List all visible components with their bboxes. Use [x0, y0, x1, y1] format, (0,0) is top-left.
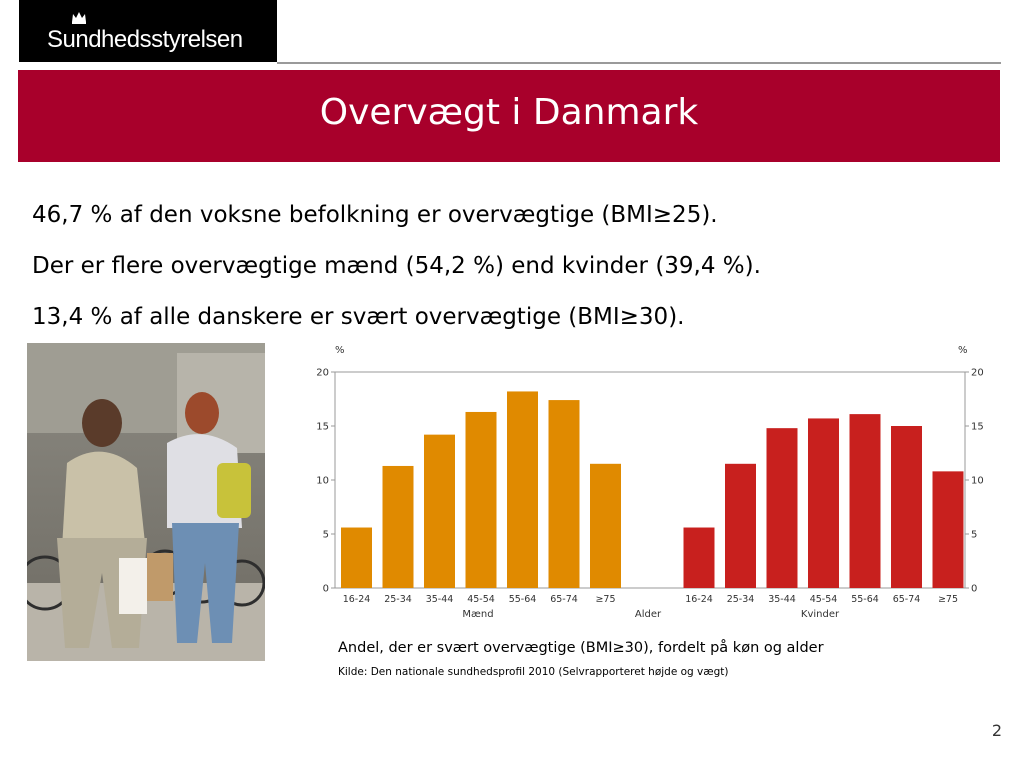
x-tick-label: 45-54 [467, 594, 495, 605]
page-title: Overvægt i Danmark [319, 92, 699, 133]
bar-maend [341, 527, 372, 588]
x-tick-label: 16-24 [343, 594, 371, 605]
bar-kvinder [766, 428, 798, 588]
x-tick-label: 65-74 [893, 594, 921, 605]
x-tick-label: 25-34 [384, 594, 412, 605]
bar-maend [424, 434, 455, 588]
y-tick-label-left: 20 [316, 368, 329, 379]
y-tick-label-right: 0 [971, 584, 977, 595]
x-tick-label: 25-34 [727, 594, 755, 605]
y-tick-label-left: 15 [316, 422, 329, 433]
series-label-maend: Mænd [462, 609, 493, 620]
obesity-bar-chart: % % 0 5 10 15 20 0 5 10 15 20 16-24 25-34 35-44 45-… [316, 345, 984, 620]
y-tick-label-right: 15 [971, 422, 984, 433]
bar-kvinder [808, 418, 839, 588]
bullet-item: 13,4 % af alle danskere er svært overvæg… [32, 304, 685, 330]
bar-maend [382, 465, 414, 588]
title-band: Overvægt i Danmark [18, 70, 1000, 162]
bar-kvinder [725, 463, 756, 588]
y-unit-left: % [335, 345, 345, 356]
x-tick-label: 35-44 [426, 594, 454, 605]
crown-icon [72, 12, 86, 24]
bullet-list: 46,7 % af den voksne befolkning er overv… [32, 190, 761, 343]
y-unit-right: % [958, 345, 968, 356]
y-tick-label-right: 20 [971, 368, 984, 379]
x-tick-label: 35-44 [768, 594, 796, 605]
chart-caption: Andel, der er svært overvægtige (BMI≥30)… [338, 640, 824, 656]
bullet-item: Der er flere overvægtige mænd (54,2 %) e… [32, 253, 761, 279]
x-tick-label: 55-64 [851, 594, 879, 605]
chart-source: Kilde: Den nationale sundhedsprofil 2010… [338, 666, 729, 678]
y-tick-label-left: 5 [323, 530, 329, 541]
y-tick-label-right: 10 [971, 476, 984, 487]
bar-kvinder [891, 426, 922, 588]
people-walking-photo [27, 343, 265, 661]
bullet-item: 46,7 % af den voksne befolkning er overv… [32, 202, 718, 228]
bar-kvinder [849, 414, 881, 588]
bar-kvinder [932, 471, 964, 588]
series-label-kvinder: Kvinder [801, 609, 840, 620]
logo-text: Sundhedsstyrelsen [47, 26, 243, 53]
bar-maend [465, 411, 497, 588]
y-tick-label-right: 5 [971, 530, 977, 541]
bar-maend [590, 463, 621, 588]
bar-kvinder [683, 527, 715, 588]
page-number: 2 [991, 721, 1002, 740]
x-tick-label: 16-24 [685, 594, 713, 605]
y-tick-label-left: 0 [323, 584, 329, 595]
logo: Sundhedsstyrelsen [19, 0, 277, 62]
x-tick-label: 65-74 [550, 594, 578, 605]
x-tick-label: 55-64 [509, 594, 537, 605]
bar-maend [548, 400, 580, 588]
x-tick-label: ≥75 [595, 594, 615, 605]
bar-maend [507, 391, 538, 588]
x-tick-label: ≥75 [938, 594, 958, 605]
y-tick-label-left: 10 [316, 476, 329, 487]
x-axis-title: Alder [635, 609, 662, 620]
header-divider [277, 62, 1001, 64]
x-tick-label: 45-54 [810, 594, 838, 605]
